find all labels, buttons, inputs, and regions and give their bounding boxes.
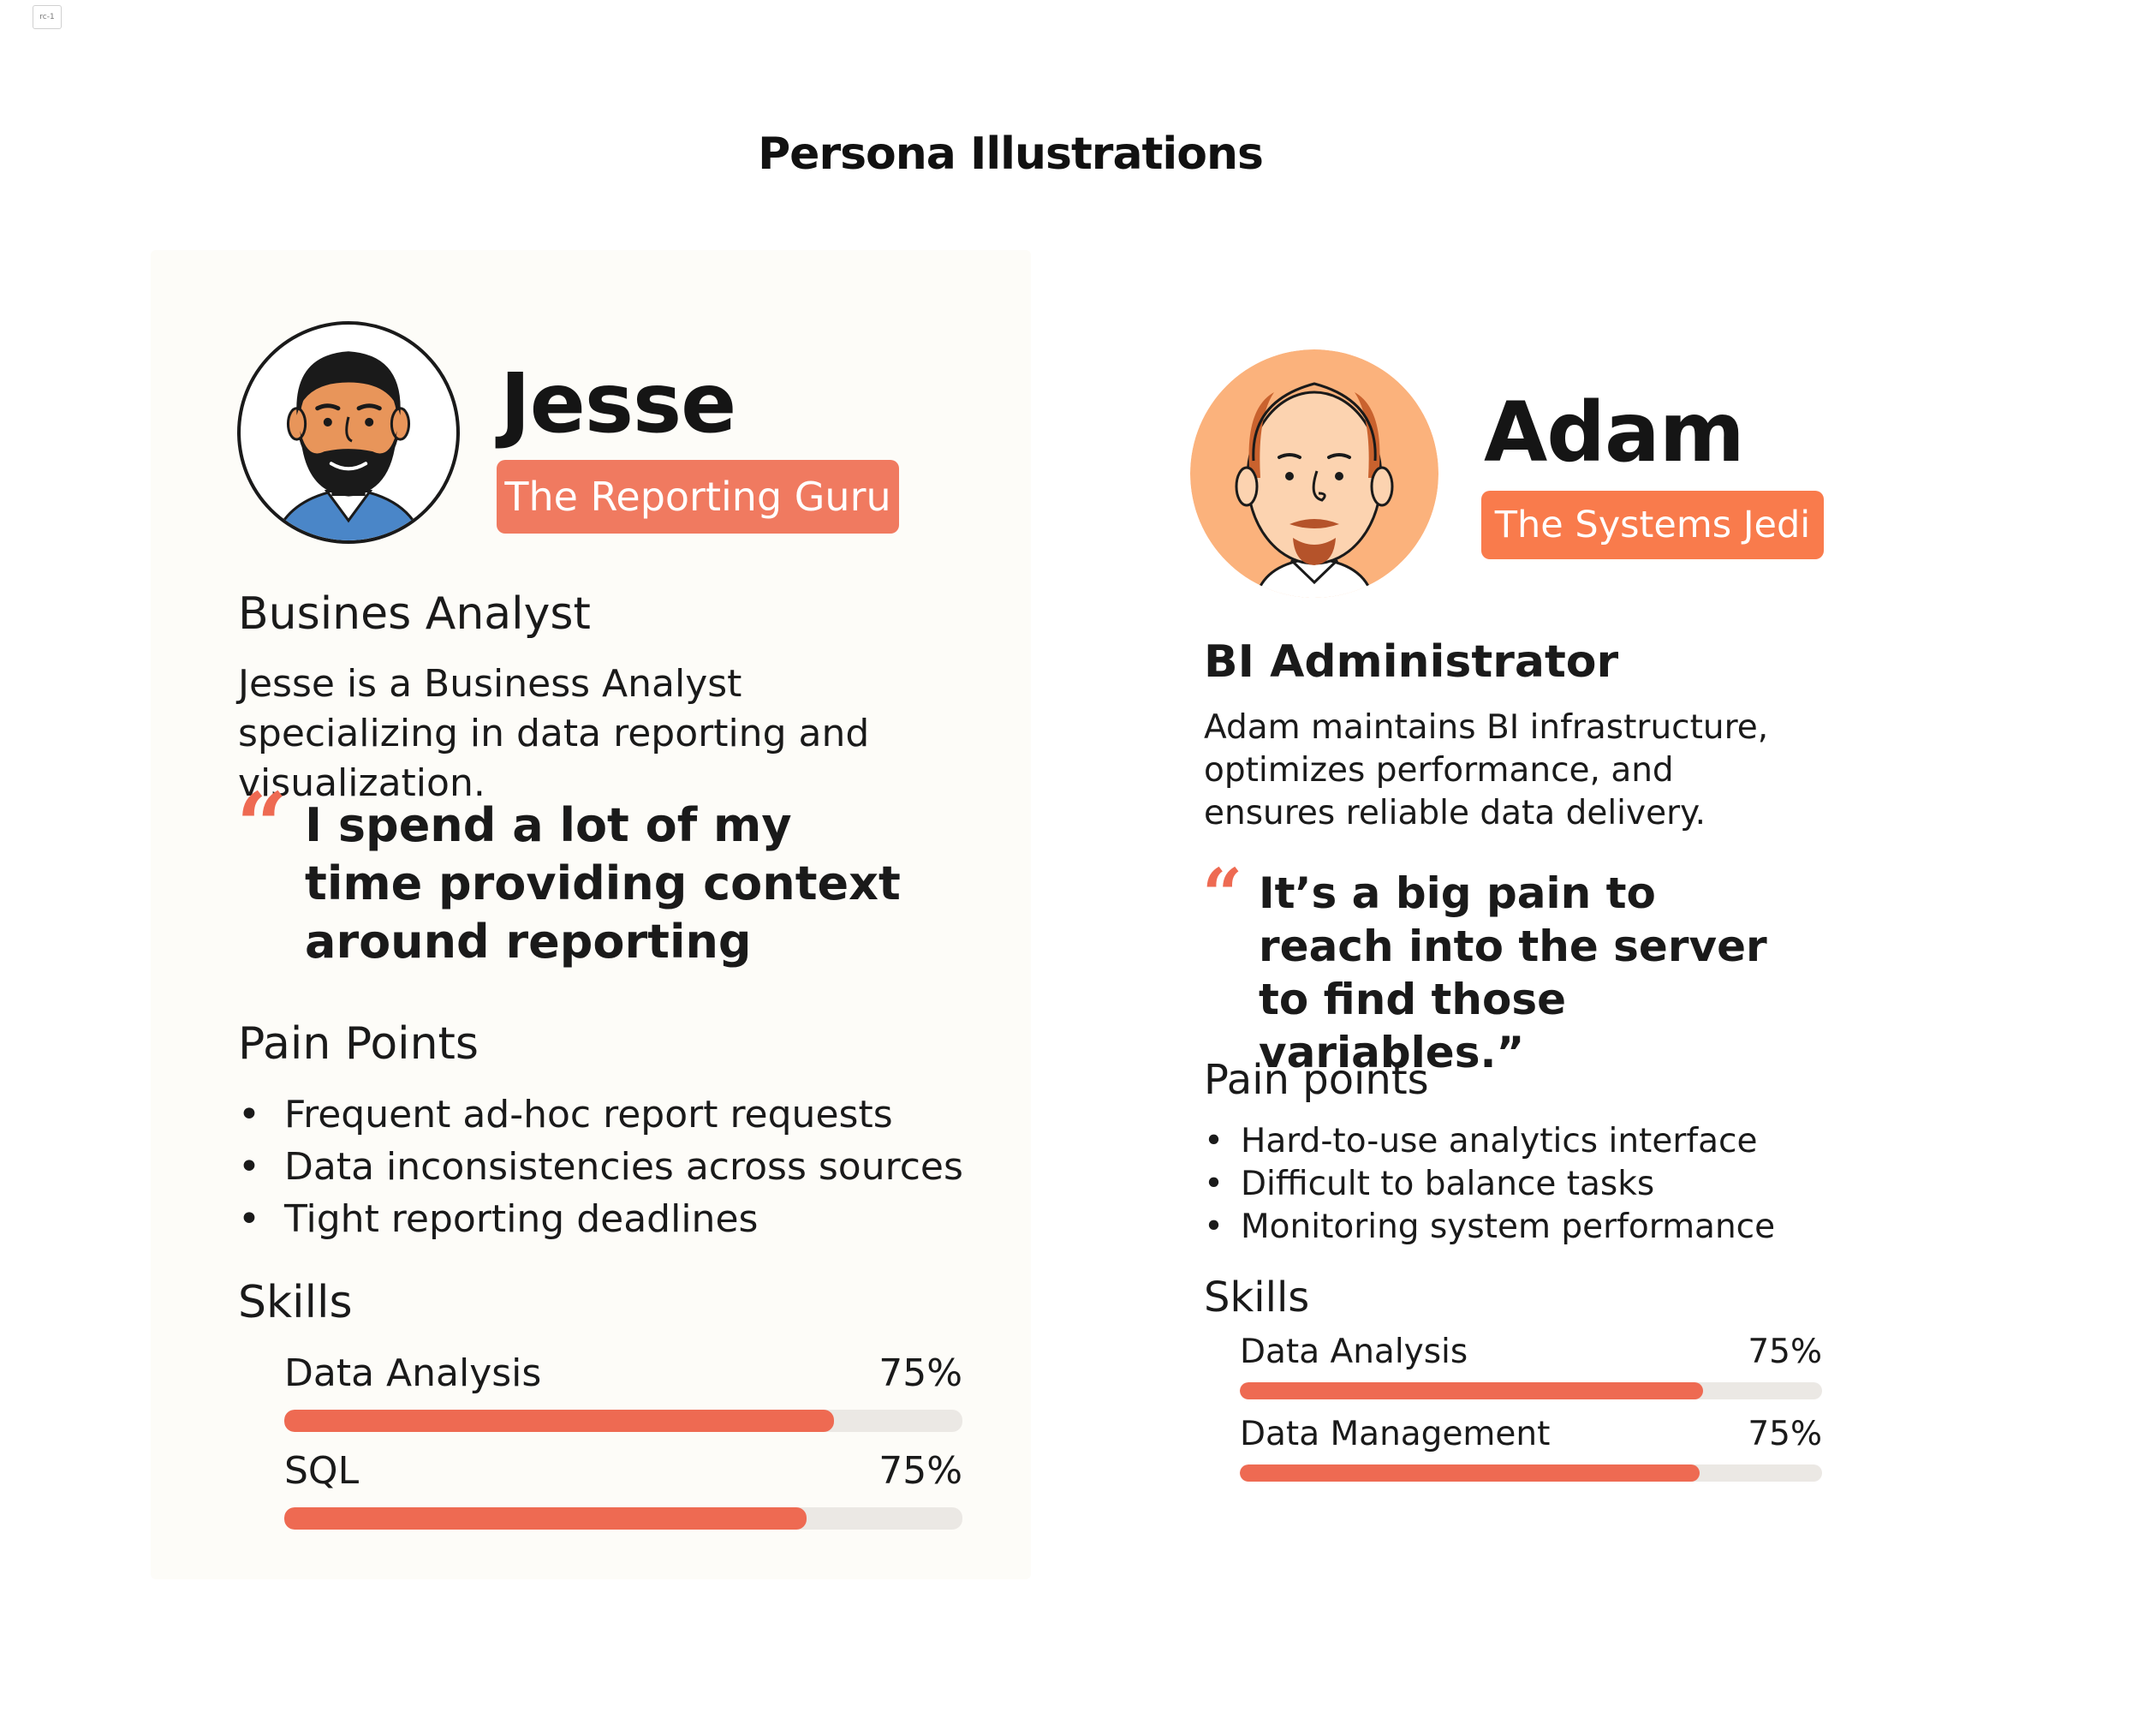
skill-progress-bar <box>1240 1382 1822 1399</box>
persona-quote: I spend a lot of my time providing conte… <box>305 798 901 969</box>
skill-progress-fill <box>284 1507 807 1530</box>
skill-item: Data Analysis 75% <box>1240 1333 1822 1399</box>
persona-role-badge: The Reporting Guru <box>497 460 899 534</box>
skill-name: Data Management <box>1240 1415 1551 1453</box>
skill-progress-bar <box>284 1507 962 1530</box>
pain-point-item: Monitoring system performance <box>1204 1206 1775 1249</box>
pain-points-heading: Pain Points <box>238 1018 479 1070</box>
balding-man-avatar-icon <box>1190 349 1438 598</box>
pain-points-list: Hard-to-use analytics interface Difficul… <box>1204 1120 1775 1249</box>
skill-progress-fill <box>284 1410 834 1432</box>
skill-percent: 75% <box>1748 1415 1822 1453</box>
pain-point-item: Data inconsistencies across sources <box>238 1141 963 1193</box>
skill-percent: 75% <box>1748 1333 1822 1371</box>
persona-quote: It’s a big pain to reach into the server… <box>1259 868 1767 1077</box>
persona-role-badge: The Systems Jedi <box>1481 491 1824 559</box>
skill-percent: 75% <box>878 1351 962 1395</box>
skill-item: SQL 75% <box>284 1449 962 1530</box>
pain-point-item: Frequent ad-hoc report requests <box>238 1089 963 1141</box>
persona-description: Jesse is a Business Analyst specializing… <box>238 662 870 805</box>
pain-points-heading: Pain points <box>1204 1056 1429 1104</box>
skills-heading: Skills <box>1204 1274 1310 1321</box>
skill-name: Data Analysis <box>1240 1333 1468 1371</box>
pain-point-item: Hard-to-use analytics interface <box>1204 1120 1775 1163</box>
skill-item: Data Analysis 75% <box>284 1351 962 1432</box>
skill-progress-bar <box>1240 1464 1822 1482</box>
persona-name: Adam <box>1484 385 1745 480</box>
skill-percent: 75% <box>878 1449 962 1493</box>
skill-name: SQL <box>284 1449 360 1493</box>
bearded-man-avatar-icon <box>236 320 461 545</box>
skill-item: Data Management 75% <box>1240 1415 1822 1482</box>
job-title: Busines Analyst <box>238 588 591 640</box>
quote-mark-icon: “ <box>1202 854 1243 936</box>
skill-progress-fill <box>1240 1464 1700 1482</box>
persona-name: Jesse <box>500 355 736 451</box>
quote-mark-icon: “ <box>236 772 288 878</box>
skill-progress-bar <box>284 1410 962 1432</box>
job-title: BI Administrator <box>1204 636 1619 688</box>
skill-progress-fill <box>1240 1382 1703 1399</box>
pain-point-item: Tight reporting deadlines <box>238 1193 963 1245</box>
corner-tag: rc-1 <box>33 5 62 29</box>
skills-heading: Skills <box>238 1277 353 1328</box>
skill-name: Data Analysis <box>284 1351 542 1395</box>
page-title: Persona Illustrations <box>758 128 1264 180</box>
persona-description: Adam maintains BI infrastructure, optimi… <box>1204 708 1769 832</box>
pain-points-list: Frequent ad-hoc report requests Data inc… <box>238 1089 963 1245</box>
pain-point-item: Difficult to balance tasks <box>1204 1163 1775 1206</box>
